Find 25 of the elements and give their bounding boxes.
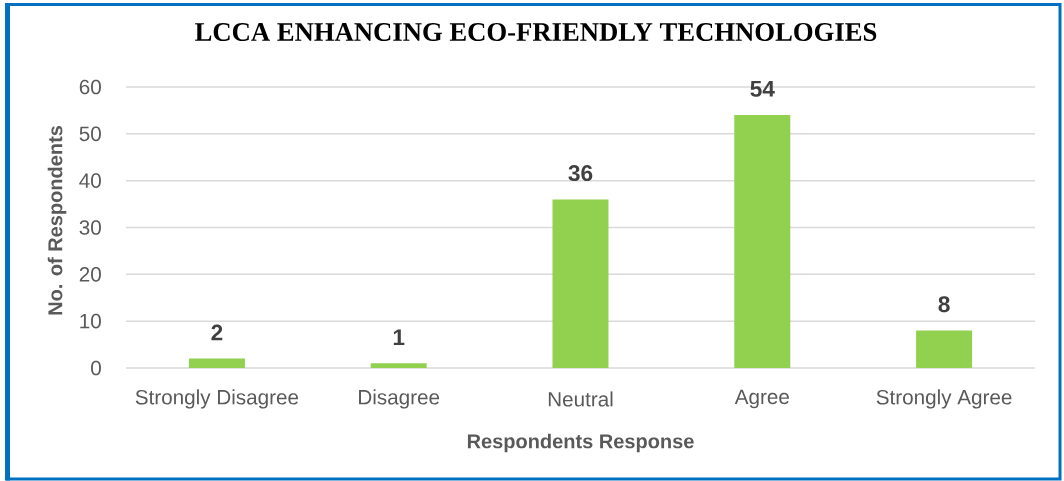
y-tick-label: 0 bbox=[91, 360, 101, 376]
y-tick-label: 20 bbox=[79, 267, 101, 282]
x-tick-label: Strongly Disagree bbox=[135, 389, 299, 409]
bar bbox=[734, 115, 791, 368]
x-tick-label: Neutral bbox=[548, 391, 613, 407]
data-label: 1 bbox=[393, 329, 405, 346]
y-tick-label: 10 bbox=[80, 313, 101, 329]
y-tick-label: 60 bbox=[79, 79, 101, 95]
x-tick-label: Strongly Agree bbox=[876, 389, 1012, 409]
chart-title: LCCA ENHANCING ECO-FRIENDLY TECHNOLOGIES bbox=[195, 23, 877, 41]
data-label: 8 bbox=[938, 296, 950, 313]
y-tick-label: 50 bbox=[79, 126, 101, 142]
bar bbox=[188, 358, 245, 368]
bar bbox=[916, 330, 973, 368]
data-label: 54 bbox=[750, 81, 775, 97]
data-label: 36 bbox=[568, 165, 593, 182]
x-axis-title: Respondents Response bbox=[467, 433, 694, 453]
y-tick-label: 30 bbox=[79, 220, 101, 235]
x-tick-label: Disagree bbox=[359, 389, 440, 409]
bar bbox=[552, 199, 609, 368]
data-label: 2 bbox=[211, 324, 223, 341]
y-tick-label: 40 bbox=[79, 173, 101, 188]
y-axis-title: No. of Respondents bbox=[47, 125, 67, 315]
bar bbox=[370, 363, 427, 368]
x-tick-label: Agree bbox=[734, 389, 789, 409]
